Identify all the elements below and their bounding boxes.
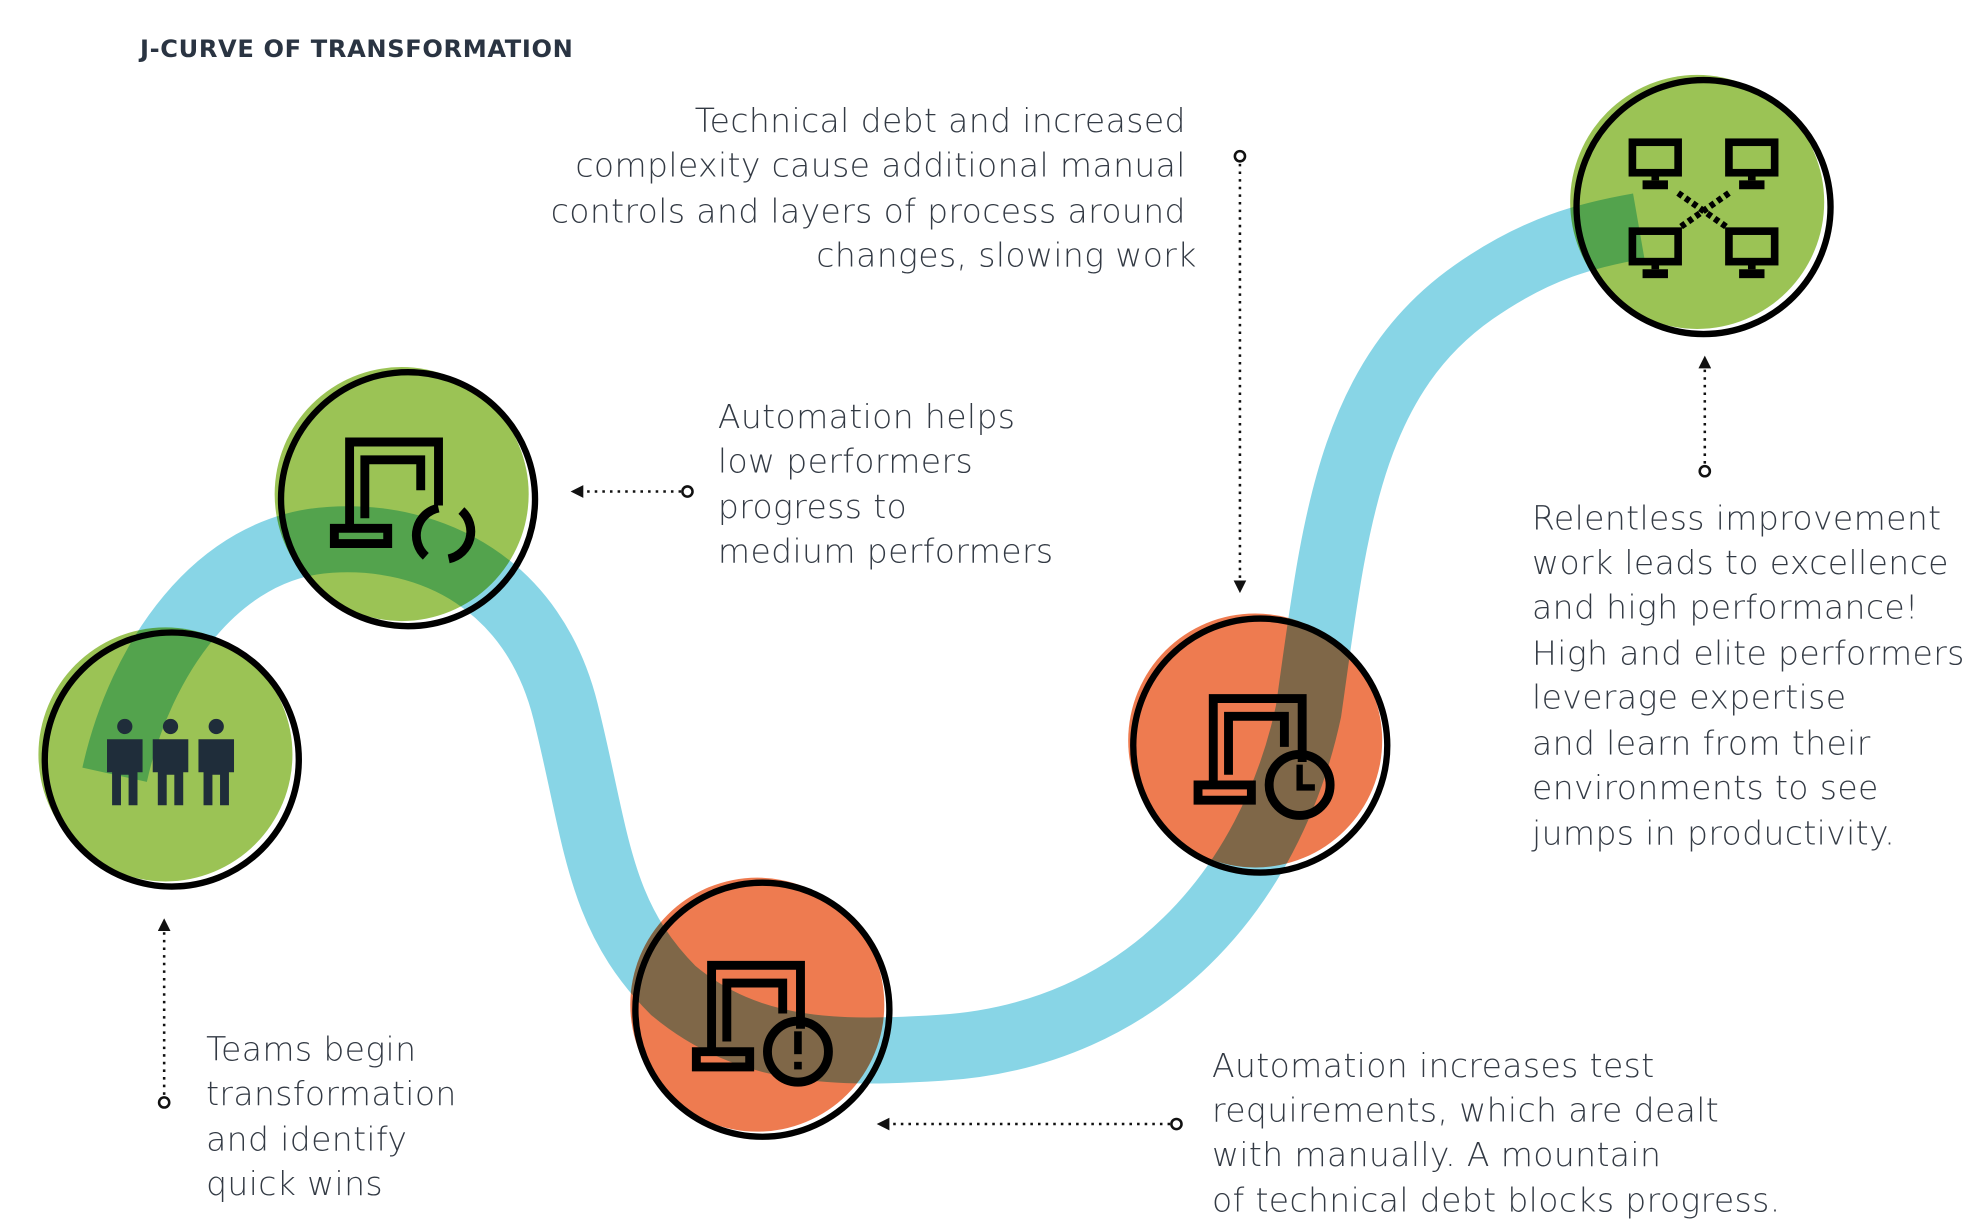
j-curve-line <box>82 193 1645 1084</box>
stage-rings <box>41 76 1834 1140</box>
laptop-alert-icon <box>696 965 833 1087</box>
caption-stage-5: Relentless improvement work leads to exc… <box>1531 499 1976 853</box>
laptop-clock-icon <box>1198 699 1335 820</box>
laptop-refresh-icon <box>334 442 476 564</box>
caption-stage-1: Teams begin transformation and identify … <box>206 1030 468 1204</box>
caption-stage-4: Technical debt and increased complexity … <box>551 101 1197 275</box>
diagram-title: J-CURVE OF TRANSFORMATION <box>138 35 573 63</box>
network-computers-icon <box>1632 142 1774 278</box>
caption-stage-2: Automation helps low performers progress… <box>718 397 1054 571</box>
connectors <box>157 149 1712 1131</box>
caption-stage-3: Automation increases test requirements, … <box>1212 1046 1781 1220</box>
